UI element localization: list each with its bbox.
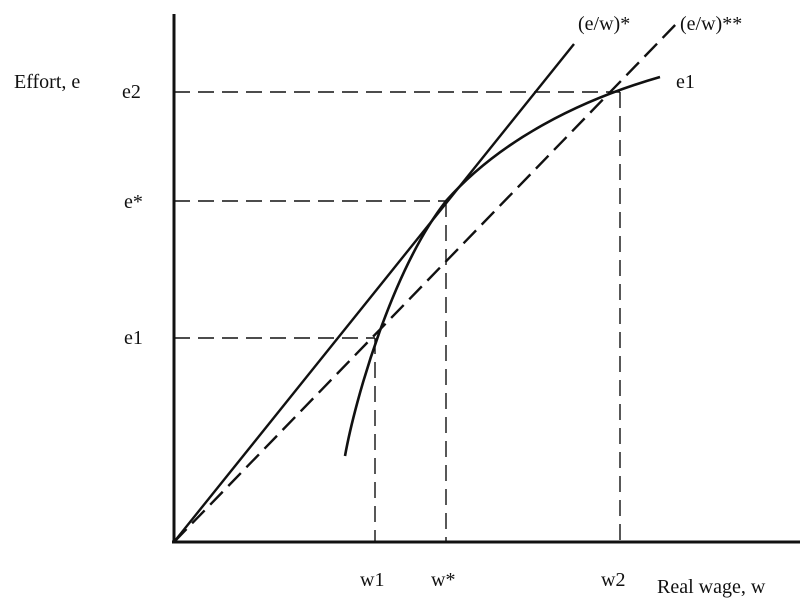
tangent-ray: [173, 43, 575, 543]
secant-ray-label: (e/w)**: [680, 13, 742, 35]
tangent-ray-label: (e/w)*: [578, 13, 630, 35]
tick-label-e2: e2: [122, 81, 141, 103]
effort-curve-label: e1: [676, 71, 695, 93]
tick-label-w-star: w*: [431, 569, 455, 591]
tick-label-w1: w1: [360, 569, 384, 591]
tick-label-e-star: e*: [124, 191, 143, 213]
y-axis-title: Effort, e: [14, 71, 80, 93]
secant-ray: [173, 19, 681, 543]
tick-label-w2: w2: [601, 569, 625, 591]
effort-curve: [343, 75, 661, 457]
tick-label-e1: e1: [124, 327, 143, 349]
guide-lines: [174, 91, 621, 542]
x-axis-title: Real wage, w: [657, 576, 766, 598]
